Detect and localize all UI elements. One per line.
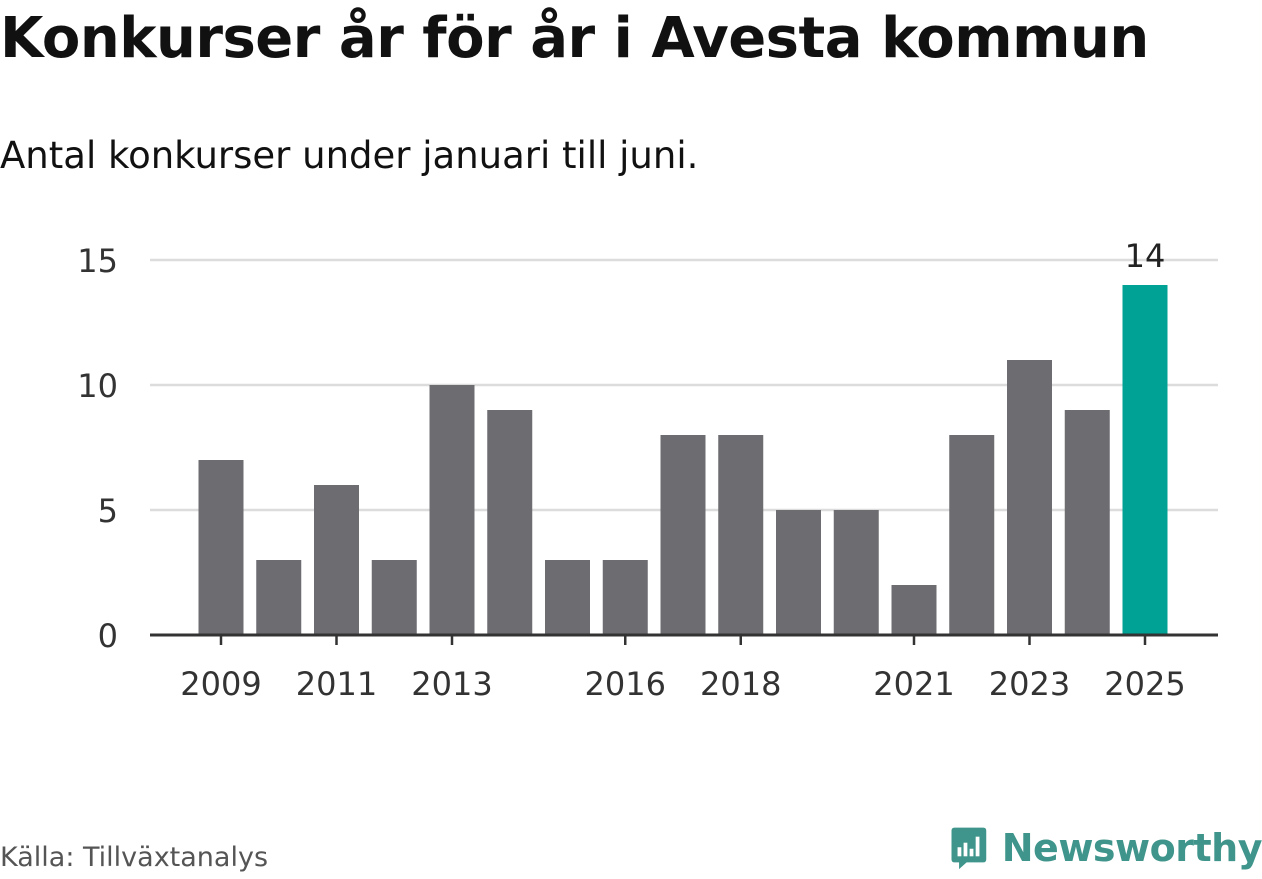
data-labels: 14	[1125, 237, 1166, 275]
bar-2025	[1122, 285, 1168, 635]
bar-2019	[776, 510, 821, 635]
bar-2015	[545, 560, 590, 635]
bar-2016	[602, 560, 648, 635]
source-note: Källa: Tillväxtanalys	[0, 842, 269, 873]
x-tick-label-2011: 2011	[296, 665, 377, 703]
x-tick-label-2009: 2009	[180, 665, 261, 703]
x-tick-label-2021: 2021	[873, 665, 954, 703]
bar-2018	[718, 435, 764, 635]
bar-2010	[256, 560, 302, 635]
bar-2013	[429, 385, 475, 635]
bar-2024	[1064, 410, 1110, 635]
chart-title: Konkurser år för år i Avesta kommun	[0, 6, 1149, 71]
x-tick-label-2025: 2025	[1104, 665, 1185, 703]
bar-2023	[1007, 360, 1052, 635]
data-label-2025: 14	[1125, 237, 1166, 275]
y-tick-label-5: 5	[98, 492, 118, 530]
x-axis	[150, 633, 1218, 645]
x-tick-label-2023: 2023	[989, 665, 1070, 703]
newsworthy-logo-icon	[951, 827, 987, 870]
x-axis-tick-labels: 2009 2011 2013 2016 2018 2021 2023 2025	[180, 665, 1185, 703]
chart-subtitle: Antal konkurser under januari till juni.	[0, 134, 699, 177]
bar-2012	[371, 560, 417, 635]
brand-name: Newsworthy	[1001, 826, 1262, 870]
y-tick-label-0: 0	[98, 617, 118, 655]
bar-2017	[660, 435, 706, 635]
bar-2020	[833, 510, 879, 635]
bars	[198, 285, 1168, 635]
x-tick-label-2016: 2016	[585, 665, 666, 703]
bar-2021	[891, 585, 937, 635]
y-tick-label-10: 10	[77, 367, 118, 405]
bar-2011	[314, 485, 359, 635]
newsworthy-logo: Newsworthy	[950, 818, 1262, 878]
y-axis-tick-labels: 0 5 10 15	[77, 242, 118, 655]
bar-2022	[949, 435, 995, 635]
y-tick-label-15: 15	[77, 242, 118, 280]
x-tick-label-2018: 2018	[700, 665, 781, 703]
bar-2014	[487, 410, 533, 635]
bar-2009	[198, 460, 244, 635]
x-tick-label-2013: 2013	[411, 665, 492, 703]
